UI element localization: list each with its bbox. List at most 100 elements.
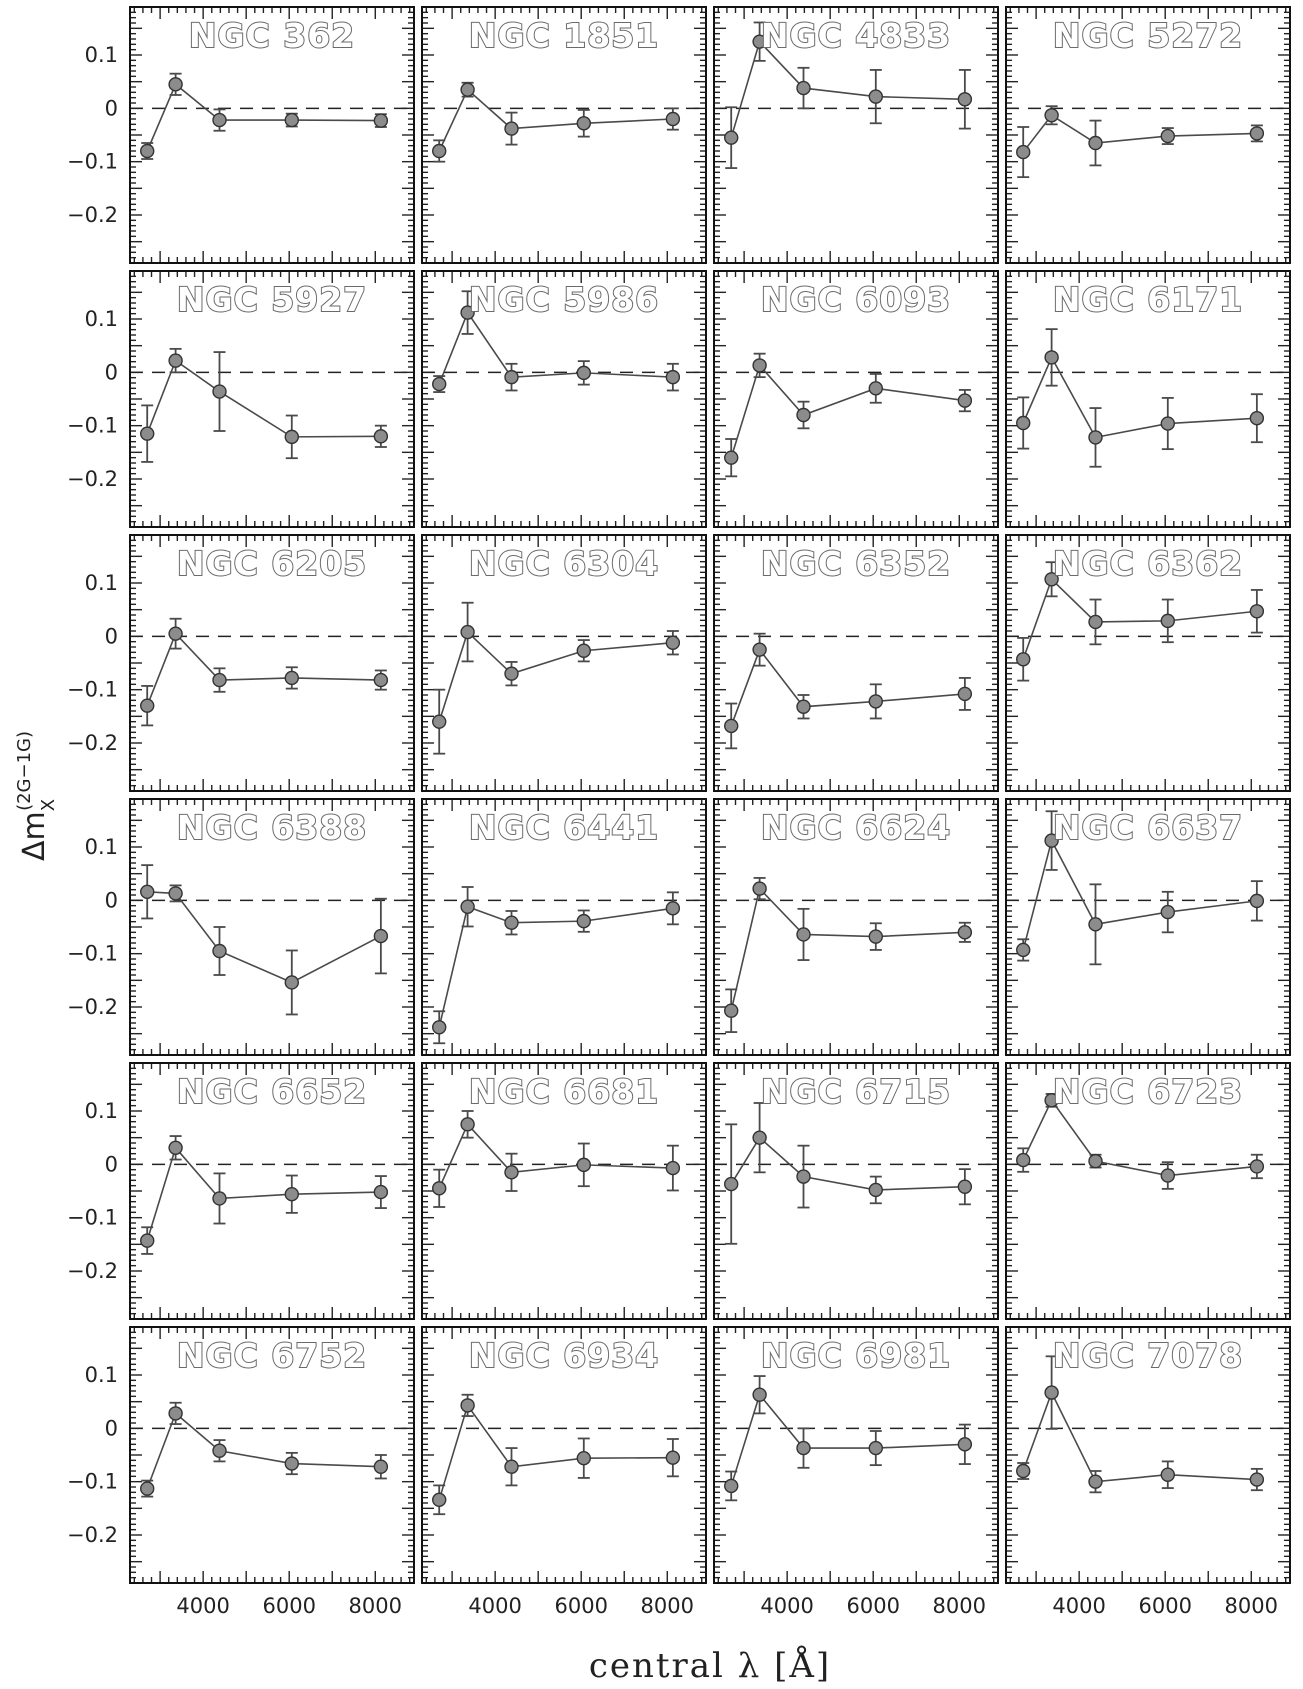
series-line — [438, 630, 673, 722]
panel: NGC 4833 — [713, 6, 999, 264]
y-tick-label: −0.1 — [67, 150, 118, 174]
data-point — [1160, 128, 1175, 144]
y-tick-label: 0 — [105, 624, 118, 648]
data-point — [212, 112, 227, 128]
data-point — [868, 381, 883, 396]
panel-title: NGC 5986 — [469, 280, 659, 319]
series-line — [438, 310, 673, 385]
panel-frame — [421, 798, 707, 1056]
panel: NGC 5927 — [129, 270, 415, 528]
x-tick-label: 6000 — [554, 1594, 607, 1618]
panel: NGC 6388 — [129, 798, 415, 1056]
panel-frame — [421, 1326, 707, 1584]
data-point — [1249, 1159, 1265, 1174]
y-tick-label: −0.1 — [67, 942, 118, 966]
panel-title: NGC 6681 — [469, 1072, 659, 1111]
series-line — [730, 40, 965, 138]
data-point — [460, 899, 475, 914]
data-point — [796, 927, 811, 942]
y-axis-title: ΔmX(2G−1G) — [14, 731, 59, 861]
data-point — [140, 143, 155, 159]
data-point — [373, 113, 389, 128]
y-tick-label: 0.1 — [85, 571, 118, 595]
data-point — [1016, 942, 1031, 958]
data-point — [665, 111, 681, 127]
data-point — [373, 1459, 389, 1474]
data-point — [796, 1440, 811, 1456]
data-point — [140, 1233, 155, 1248]
panel-frame — [421, 6, 707, 264]
data-point — [1088, 614, 1103, 630]
data-point — [1016, 1463, 1031, 1479]
y-tick-label: −0.1 — [67, 678, 118, 702]
panel: NGC 1851 — [421, 6, 707, 264]
panel-title: NGC 6723 — [1053, 1072, 1243, 1111]
panel-title: NGC 6637 — [1053, 808, 1243, 847]
panel-frame — [1005, 1062, 1291, 1320]
data-point — [1044, 572, 1059, 587]
svg-text:ΔmX(2G−1G): ΔmX(2G−1G) — [14, 731, 59, 861]
data-point — [284, 429, 299, 445]
panel: NGC 5986 — [421, 270, 707, 528]
data-point — [504, 915, 519, 930]
data-point — [168, 626, 183, 641]
panel: NGC 6681 — [421, 1062, 707, 1320]
series-line — [1022, 838, 1257, 951]
panel: NGC 5272 — [1005, 6, 1291, 264]
panel-frame — [713, 270, 999, 528]
data-point — [576, 913, 591, 929]
series-line — [147, 891, 382, 984]
y-tick-label: −0.2 — [67, 731, 118, 755]
data-point — [576, 116, 591, 131]
panel-grid: NGC 362 NGC 1851 NGC 4833 NGC 5272 NGC 5927 N… — [129, 6, 1291, 1584]
data-point — [432, 1020, 447, 1035]
panel: NGC 6093 — [713, 270, 999, 528]
panel-title: NGC 6171 — [1053, 280, 1243, 319]
data-point — [168, 1406, 183, 1421]
panel-frame — [129, 534, 415, 792]
data-point — [373, 429, 389, 444]
panel-title: NGC 362 — [189, 16, 355, 55]
panel-title: NGC 6304 — [469, 544, 659, 583]
panel-title: NGC 5927 — [177, 280, 367, 319]
y-tick-label: −0.2 — [67, 1523, 118, 1547]
data-point — [957, 393, 973, 408]
data-point — [1249, 893, 1265, 909]
data-point — [957, 92, 973, 107]
data-point — [504, 666, 519, 681]
data-point — [1088, 1153, 1103, 1169]
series-line — [1022, 355, 1257, 439]
data-point — [957, 925, 973, 940]
data-point — [1044, 108, 1059, 123]
y-tick-label: 0.1 — [85, 1363, 118, 1387]
data-point — [665, 1160, 681, 1176]
series-line — [730, 886, 965, 1011]
series-line — [438, 88, 673, 152]
panel-title: NGC 6388 — [177, 808, 367, 847]
data-point — [752, 1387, 767, 1402]
y-tick-label: −0.1 — [67, 1470, 118, 1494]
data-point — [460, 305, 475, 320]
y-tick-label: −0.1 — [67, 414, 118, 438]
panel-title: NGC 1851 — [469, 16, 659, 55]
data-point — [284, 112, 299, 128]
panel-frame — [713, 1326, 999, 1584]
data-point — [1160, 1168, 1175, 1183]
panel-frame — [421, 270, 707, 528]
panel-frame — [713, 6, 999, 264]
panel-title: NGC 5272 — [1053, 16, 1243, 55]
data-point — [1249, 604, 1265, 619]
panel: NGC 6652 — [129, 1062, 415, 1320]
data-point — [504, 1459, 519, 1474]
panel: NGC 6752 — [129, 1326, 415, 1584]
data-point — [212, 672, 227, 688]
panel-title: NGC 6934 — [469, 1336, 659, 1375]
data-point — [1160, 1467, 1175, 1482]
panel-title: NGC 6652 — [177, 1072, 367, 1111]
data-point — [140, 1481, 155, 1496]
data-point — [1088, 430, 1103, 445]
data-point — [460, 1117, 475, 1132]
x-tick-label: 6000 — [1138, 1594, 1191, 1618]
y-tick-label: 0 — [105, 96, 118, 120]
panel: NGC 6981 — [713, 1326, 999, 1584]
